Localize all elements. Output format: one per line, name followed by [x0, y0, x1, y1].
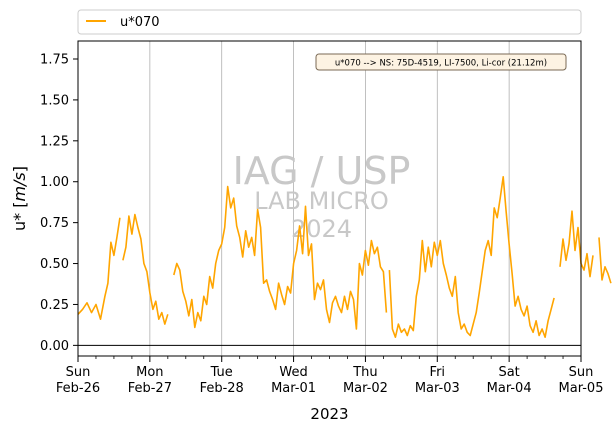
x-tick-day-feb-28: Tue — [210, 365, 233, 380]
x-axis-ticks: SunFeb-26MonFeb-27TueFeb-28WedMar-01ThuM… — [56, 356, 604, 396]
y-axis-label: u* [m/s] — [10, 166, 29, 231]
vertical-grid — [149, 41, 510, 356]
x-tick-date-feb-26: Feb-26 — [56, 381, 100, 396]
y-tick-label: 0.50 — [40, 257, 69, 272]
series-layer — [77, 176, 612, 338]
watermark-line2: LAB MICRO — [254, 187, 389, 215]
annotation-text: u*070 --> NS: 75D-4519, LI-7500, Li-cor … — [335, 59, 547, 69]
y-tick-label: 1.25 — [40, 134, 69, 149]
y-axis-ticks: 0.00 0.25 0.50 0.75 1.00 1.25 1.50 1.75 — [40, 53, 78, 354]
series-line-u070-segment-4 — [559, 210, 594, 278]
x-tick-day-mar-01: Wed — [279, 365, 307, 380]
watermark: IAG / USP LAB MICRO 2024 — [233, 149, 411, 243]
x-tick-day-mar-05: Sun — [569, 365, 594, 380]
x-tick-date-mar-02: Mar-02 — [343, 381, 388, 396]
series-line-u070-segment-1 — [122, 213, 169, 325]
y-tick-label: 1.75 — [40, 53, 69, 68]
series-line-u070-segment-0 — [77, 217, 121, 320]
x-tick-date-feb-27: Feb-27 — [128, 381, 172, 396]
y-tick-label: 0.75 — [40, 216, 69, 231]
y-tick-label: 0.25 — [40, 298, 69, 313]
x-tick-date-mar-01: Mar-01 — [271, 381, 316, 396]
x-tick-date-mar-04: Mar-04 — [487, 381, 532, 396]
y-tick-label: 1.00 — [40, 175, 69, 190]
watermark-line1: IAG / USP — [233, 149, 411, 193]
series-line-u070-segment-3 — [388, 176, 555, 338]
legend-frame — [77, 9, 582, 35]
x-axis-label: 2023 — [310, 405, 348, 423]
annotation-background — [315, 53, 567, 71]
series-line-u070-segment-2 — [173, 185, 388, 330]
series-line-u070-segment-5 — [598, 237, 612, 284]
y-tick-label: 0.00 — [40, 339, 69, 354]
legend[interactable]: u*070 — [77, 9, 582, 35]
x-tick-date-feb-28: Feb-28 — [200, 381, 244, 396]
x-tick-date-mar-05: Mar-05 — [559, 381, 604, 396]
x-tick-day-feb-26: Sun — [66, 365, 91, 380]
legend-label-u070: u*070 — [120, 15, 160, 30]
x-tick-day-mar-03: Fri — [430, 365, 446, 380]
x-tick-day-mar-04: Sat — [498, 365, 519, 380]
x-tick-day-feb-27: Mon — [136, 365, 163, 380]
y-tick-label: 1.50 — [40, 93, 69, 108]
x-tick-day-mar-02: Thu — [352, 365, 377, 380]
annotation-box: u*070 --> NS: 75D-4519, LI-7500, Li-cor … — [315, 53, 567, 71]
x-tick-date-mar-03: Mar-03 — [415, 381, 460, 396]
